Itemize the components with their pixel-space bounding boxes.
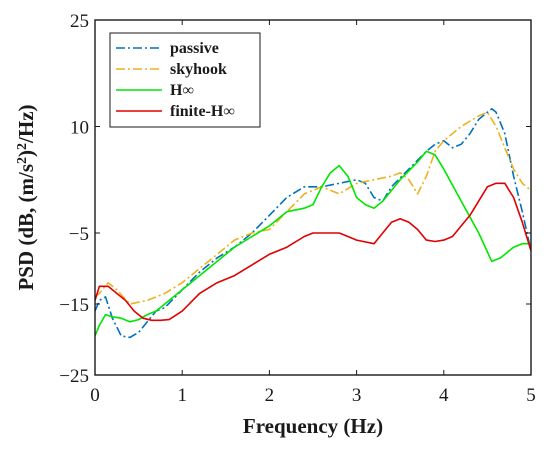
series-line-1 <box>95 111 531 305</box>
series-line-2 <box>95 150 531 337</box>
y-axis-label-part: /Hz) <box>14 104 38 143</box>
series-line-3 <box>95 182 531 322</box>
axes-frame <box>94 19 532 376</box>
x-axis-label: Frequency (Hz) <box>243 414 383 438</box>
x-tick-label: 4 <box>439 385 449 406</box>
y-axis-label-superscript: 2 <box>15 143 30 150</box>
legend: passive skyhook H∞ finite-H∞ <box>109 32 261 128</box>
y-tick-label: −25 <box>59 366 89 387</box>
series-line-0 <box>95 108 531 339</box>
y-axis-label-part: PSD (dB, (m/s <box>14 164 38 291</box>
x-tick-label: 5 <box>526 385 536 406</box>
x-tick-label: 2 <box>265 385 275 406</box>
y-tick-label: −5 <box>69 224 89 245</box>
legend-label-1: skyhook <box>170 61 227 78</box>
axis-ticks: 0 1 2 3 4 5 −25 −15 −5 10 25 <box>59 11 535 406</box>
y-axis-label-superscript: 2 <box>15 157 30 164</box>
plot-area <box>95 108 531 339</box>
y-tick-label: 25 <box>70 11 89 32</box>
x-tick-label: 1 <box>177 385 187 406</box>
legend-label-0: passive <box>170 40 219 57</box>
x-tick-label: 0 <box>90 385 100 406</box>
legend-label-3: finite-H∞ <box>170 103 235 120</box>
y-tick-label: 10 <box>70 118 89 139</box>
y-tick-label: −15 <box>59 295 89 316</box>
legend-label-2: H∞ <box>170 82 194 99</box>
y-axis-label-part: ) <box>14 150 38 157</box>
y-axis-label: PSD (dB, (m/s2)2/Hz) <box>14 104 38 290</box>
x-tick-label: 3 <box>352 385 362 406</box>
